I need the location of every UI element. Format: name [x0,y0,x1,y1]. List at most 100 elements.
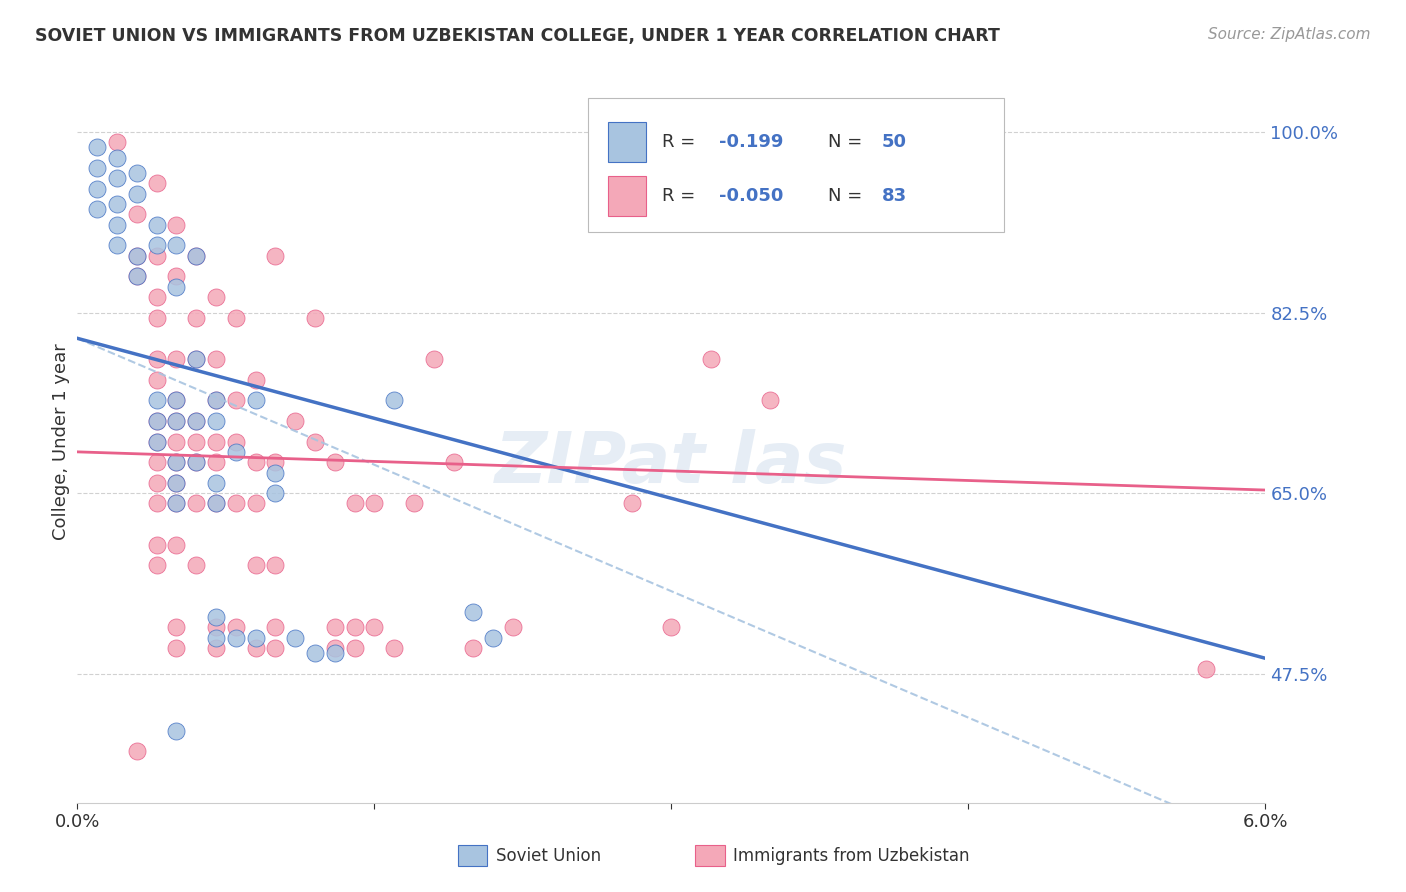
Text: Soviet Union: Soviet Union [495,847,600,864]
Point [186,455,208,469]
Point [225,393,247,408]
Point [165,620,187,634]
Point [759,393,782,408]
Point [186,558,208,573]
Point [145,373,167,387]
Point [125,249,148,263]
Text: ZIPat las: ZIPat las [495,429,848,498]
Point [264,620,287,634]
Text: Immigrants from Uzbekistan: Immigrants from Uzbekistan [733,847,970,864]
Point [463,605,485,619]
Point [245,640,267,655]
Point [264,486,287,500]
Point [125,269,148,284]
Point [205,414,228,428]
Point [186,249,208,263]
Point [145,177,167,191]
Point [86,182,108,196]
Point [205,290,228,304]
Point [145,351,167,366]
Point [125,166,148,180]
Point [463,640,485,655]
Point [145,455,167,469]
Point [125,207,148,221]
Point [323,646,346,660]
Bar [609,122,647,162]
Point [165,455,187,469]
Point [205,631,228,645]
Point [382,393,405,408]
Point [225,434,247,449]
Point [186,310,208,325]
Point [105,197,128,211]
Point [245,455,267,469]
Point [145,475,167,490]
Point [225,496,247,510]
Point [105,171,128,186]
Point [205,475,228,490]
Point [343,496,366,510]
Point [423,351,446,366]
Point [145,434,167,449]
Point [86,161,108,175]
Point [145,249,167,263]
Point [264,558,287,573]
Point [245,496,267,510]
Point [165,640,187,655]
Point [86,202,108,217]
Text: -0.199: -0.199 [718,133,783,151]
Point [125,744,148,758]
Point [145,558,167,573]
Point [264,466,287,480]
Point [145,414,167,428]
Point [323,455,346,469]
Point [186,496,208,510]
Point [125,186,148,201]
Text: 50: 50 [882,133,907,151]
Point [304,310,326,325]
Point [186,351,208,366]
Point [165,723,187,738]
Point [245,393,267,408]
Point [165,393,187,408]
Point [264,455,287,469]
Point [363,496,385,510]
Bar [609,177,647,216]
Text: N =: N = [828,133,868,151]
Point [125,249,148,263]
Point [245,631,267,645]
Point [343,620,366,634]
Point [620,496,643,510]
Point [165,475,187,490]
Point [661,620,683,634]
Point [145,238,167,252]
Point [225,620,247,634]
Point [264,249,287,263]
Point [145,414,167,428]
Point [205,455,228,469]
Point [165,496,187,510]
Y-axis label: College, Under 1 year: College, Under 1 year [52,343,70,540]
Point [186,351,208,366]
Point [205,496,228,510]
Point [205,434,228,449]
Point [186,414,208,428]
Point [304,646,326,660]
Point [145,496,167,510]
Point [284,631,307,645]
Point [225,445,247,459]
Point [343,640,366,655]
Point [165,269,187,284]
Point [86,140,108,154]
Point [323,640,346,655]
Point [145,310,167,325]
Point [225,631,247,645]
Point [105,135,128,149]
Text: R =: R = [662,187,700,205]
Point [205,610,228,624]
Point [245,373,267,387]
Point [125,269,148,284]
Point [145,218,167,232]
Point [186,455,208,469]
Point [382,640,405,655]
